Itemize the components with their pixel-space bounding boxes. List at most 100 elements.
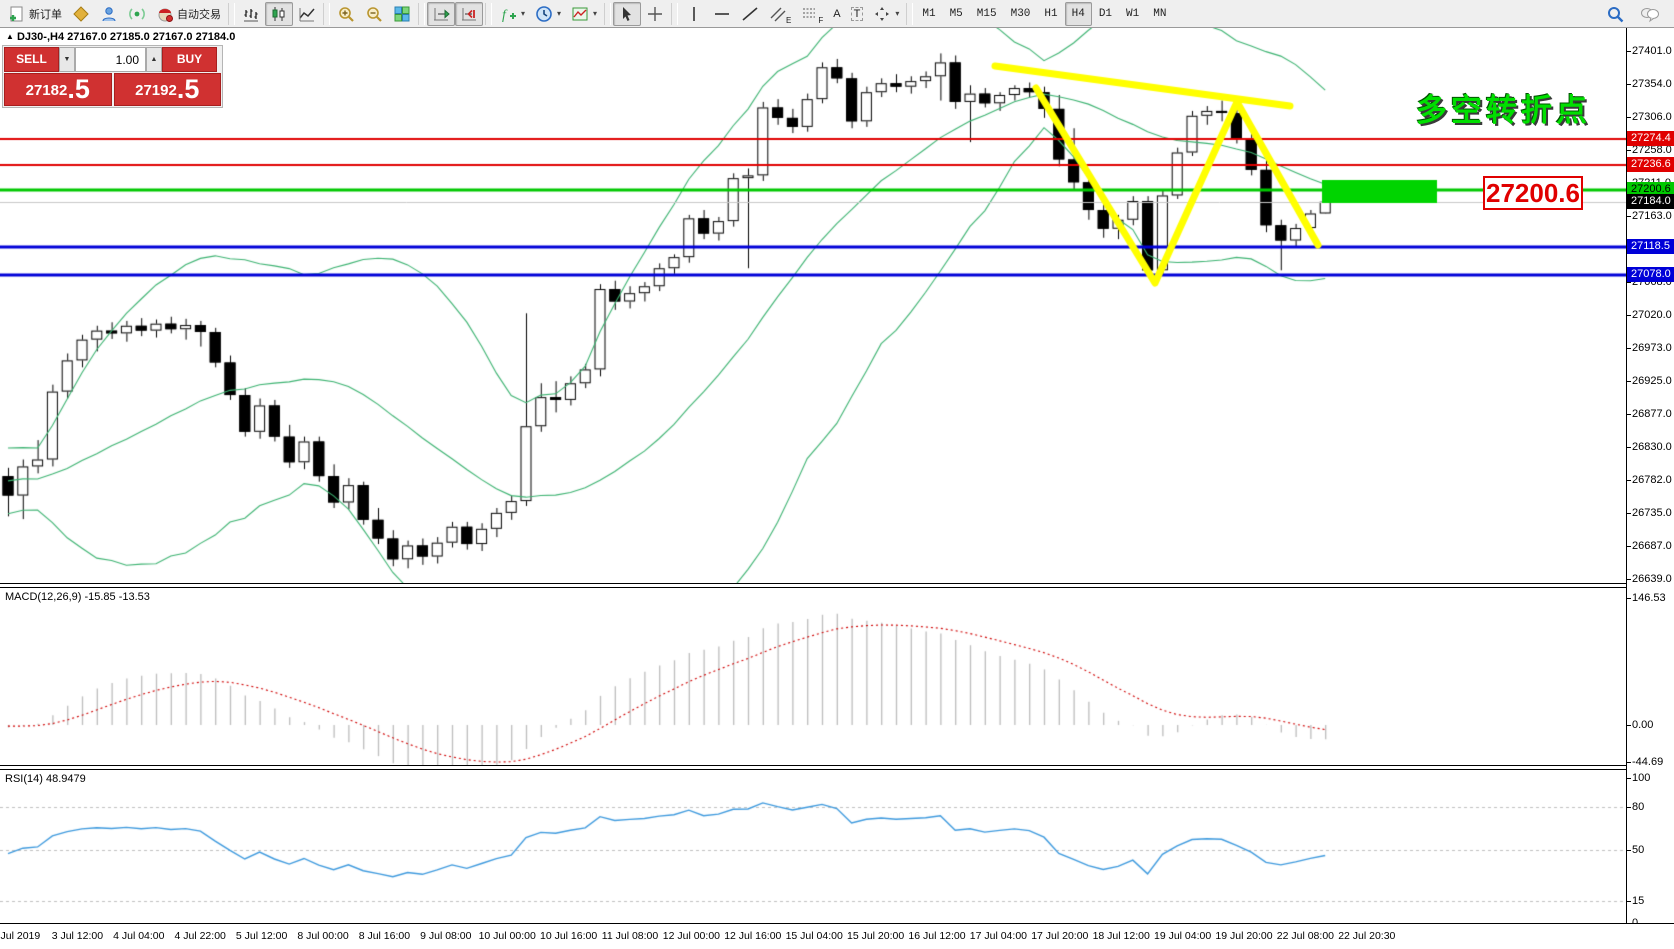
buy-price-pips: .5 xyxy=(176,74,200,104)
ea-icon xyxy=(156,5,174,23)
timeframe-w1[interactable]: W1 xyxy=(1119,2,1146,26)
time-axis[interactable]: 2 Jul 2019 3 Jul 12:00 4 Jul 04:00 4 Jul 22… xyxy=(0,923,1674,949)
chart-profile-button[interactable] xyxy=(67,2,95,26)
timeframe-m1-label: M1 xyxy=(922,7,936,20)
price-axis[interactable]: 27401.027354.027306.027258.027211.027163… xyxy=(1626,28,1674,929)
community-button[interactable] xyxy=(95,2,123,26)
time-label: 19 Jul 04:00 xyxy=(1153,930,1212,942)
rsi-tick: 15 xyxy=(1626,895,1645,907)
collapse-panel-icon[interactable]: ▲ xyxy=(6,32,14,41)
volume-decrease-button[interactable]: ▼ xyxy=(59,47,75,72)
zoom-out-button[interactable] xyxy=(360,2,388,26)
trendline-button[interactable] xyxy=(736,2,764,26)
price-tag: 27078.0 xyxy=(1627,267,1674,282)
chat-button[interactable] xyxy=(1635,2,1665,26)
indicators-button[interactable]: f ▾ xyxy=(494,2,530,26)
doc-plus-icon xyxy=(8,5,26,23)
chevron-down-icon[interactable]: ▾ xyxy=(593,9,598,18)
chevron-down-icon[interactable]: ▾ xyxy=(895,9,900,18)
zoom-in-button[interactable] xyxy=(332,2,360,26)
time-label: 15 Jul 20:00 xyxy=(846,930,905,942)
time-label: 11 Jul 08:00 xyxy=(601,930,659,942)
search-button[interactable] xyxy=(1601,2,1629,26)
text-label-button[interactable]: T xyxy=(846,2,869,26)
signals-button[interactable] xyxy=(123,2,151,26)
shiftend-icon xyxy=(460,5,478,23)
autoscroll-icon xyxy=(432,5,450,23)
timeframe-mn[interactable]: MN xyxy=(1146,2,1173,26)
price-tick: 26687.0 xyxy=(1627,540,1672,552)
macd-panel-divider[interactable] xyxy=(0,583,1674,588)
auto-scroll-button[interactable] xyxy=(427,1,455,26)
rsi-canvas[interactable] xyxy=(0,770,1626,923)
arrows-button[interactable]: ▾ xyxy=(868,2,904,26)
channel-button[interactable]: E xyxy=(764,2,796,26)
time-label: 17 Jul 04:00 xyxy=(969,930,1027,942)
annotation-text[interactable]: 多空转折点 xyxy=(1416,93,1591,128)
time-label: 4 Jul 04:00 xyxy=(113,930,165,942)
buy-price-button[interactable]: 27192.5 xyxy=(113,73,221,106)
chevron-down-icon[interactable]: ▾ xyxy=(521,9,526,18)
bar-chart-button[interactable] xyxy=(237,2,265,26)
timeframe-h1[interactable]: H1 xyxy=(1037,2,1064,26)
vertical-line-button[interactable] xyxy=(680,2,708,26)
timeframe-m30-label: M30 xyxy=(1010,7,1031,20)
chevron-down-icon[interactable]: ▾ xyxy=(557,9,562,18)
candlestick-chart-button[interactable] xyxy=(265,1,293,26)
rsi-panel-divider[interactable] xyxy=(0,765,1674,770)
time-label: 15 Jul 04:00 xyxy=(785,930,843,942)
crosshair-button[interactable] xyxy=(641,2,669,26)
price-tick: 27258.0 xyxy=(1627,144,1672,156)
zoomout-icon xyxy=(365,5,383,23)
buy-button[interactable]: BUY xyxy=(162,47,217,72)
text-button[interactable]: A xyxy=(828,2,845,26)
vline-icon xyxy=(685,5,703,23)
line-chart-button[interactable] xyxy=(293,2,321,26)
timeframe-m30[interactable]: M30 xyxy=(1004,2,1038,26)
autotrading-button[interactable]: 自动交易 xyxy=(151,2,226,26)
svg-text:f: f xyxy=(502,8,508,23)
chat-icon xyxy=(1640,5,1660,23)
sell-price-button[interactable]: 27182.5 xyxy=(4,73,112,106)
time-label: 19 Jul 20:00 xyxy=(1215,930,1273,942)
templates-button[interactable]: ▾ xyxy=(566,2,602,26)
price-tick: 27401.0 xyxy=(1627,45,1672,57)
sell-button[interactable]: SELL xyxy=(4,47,59,72)
buy-price-main: 27192 xyxy=(135,82,177,99)
horizontal-line-button[interactable] xyxy=(708,2,736,26)
chart-shift-button[interactable] xyxy=(455,1,483,26)
timeframe-m15[interactable]: M15 xyxy=(970,2,1004,26)
cursor-button[interactable] xyxy=(613,1,642,26)
search-icon xyxy=(1606,5,1624,23)
toolbar-separator xyxy=(906,2,914,25)
new-order-button[interactable]: 新订单 xyxy=(3,2,67,26)
rsi-tick: 100 xyxy=(1626,772,1651,784)
time-label: 8 Jul 00:00 xyxy=(297,930,349,942)
sell-price-pips: .5 xyxy=(67,74,90,104)
bars-icon xyxy=(242,5,260,23)
price-tag: 27118.5 xyxy=(1627,239,1674,254)
rsi-title: RSI(14) 48.9479 xyxy=(5,773,86,785)
price-callout-label[interactable]: 27200.6 xyxy=(1483,176,1583,210)
new-order-button-label: 新订单 xyxy=(29,8,62,21)
timeframe-w1-label: W1 xyxy=(1126,7,1140,20)
price-tick: 26925.0 xyxy=(1627,375,1672,387)
macd-canvas[interactable] xyxy=(0,588,1626,765)
timeframe-m5[interactable]: M5 xyxy=(943,2,970,26)
tile-windows-button[interactable] xyxy=(388,2,416,26)
main-chart-canvas[interactable] xyxy=(0,28,1626,583)
fibonacci-button[interactable]: F xyxy=(796,2,828,26)
toolbar-separator xyxy=(604,2,612,25)
timeframe-d1-label: D1 xyxy=(1098,7,1113,20)
price-tick: 26735.0 xyxy=(1627,507,1672,519)
time-label: 9 Jul 08:00 xyxy=(420,930,472,942)
price-tick: 27306.0 xyxy=(1627,111,1672,123)
time-label: 22 Jul 20:30 xyxy=(1338,930,1396,942)
volume-increase-button[interactable]: ▲ xyxy=(146,47,162,72)
timeframe-m1[interactable]: M1 xyxy=(915,2,942,26)
timeframe-h4[interactable]: H4 xyxy=(1064,1,1092,26)
volume-input[interactable] xyxy=(75,47,146,72)
timeframe-d1[interactable]: D1 xyxy=(1092,2,1119,26)
periods-button[interactable]: ▾ xyxy=(530,2,566,26)
time-label: 12 Jul 16:00 xyxy=(724,930,782,942)
